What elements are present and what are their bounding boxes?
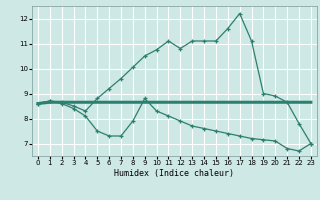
X-axis label: Humidex (Indice chaleur): Humidex (Indice chaleur) (115, 169, 234, 178)
